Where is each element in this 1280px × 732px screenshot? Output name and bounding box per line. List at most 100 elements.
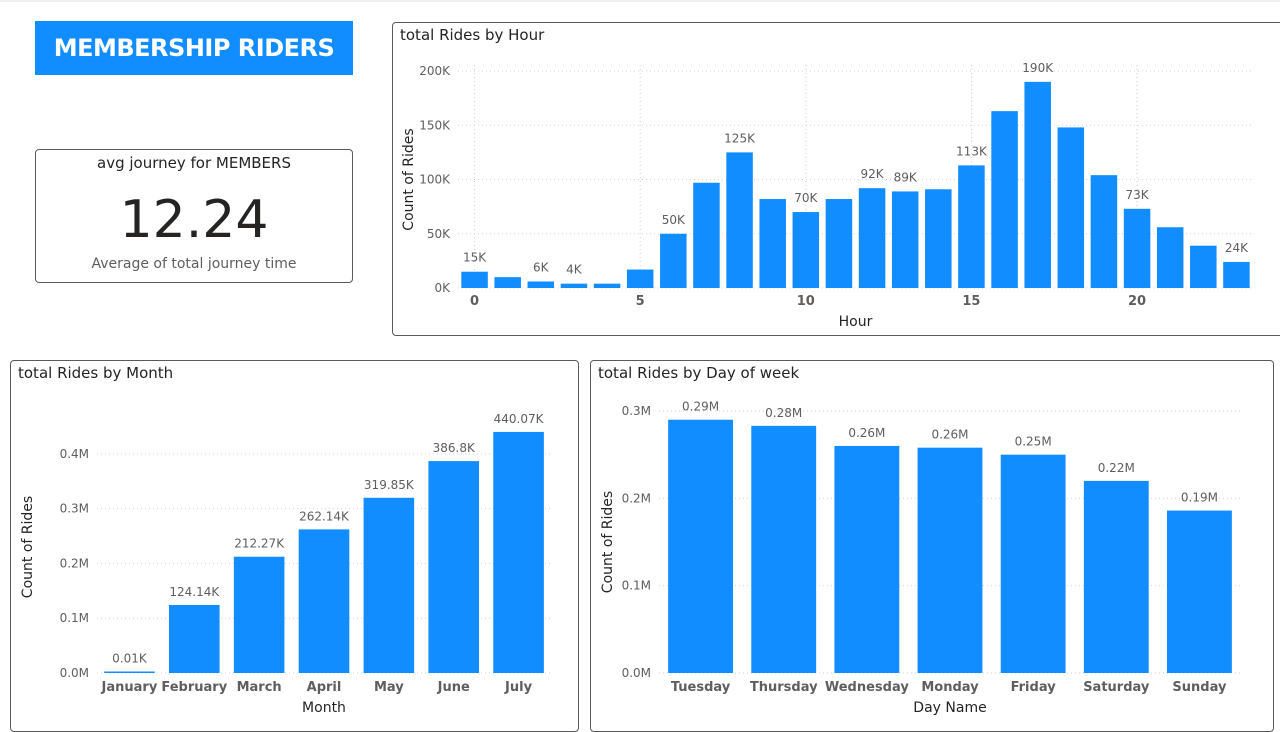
bar [825, 199, 853, 288]
data-label: 190K [1022, 61, 1054, 75]
data-label: 212.27K [234, 537, 285, 551]
y-tick-label: 100K [419, 173, 451, 187]
bar [1190, 245, 1217, 288]
bar [493, 431, 544, 673]
data-label: 24K [1225, 241, 1249, 255]
x-tick-label: Friday [1011, 680, 1057, 695]
bar [1223, 261, 1250, 288]
top-divider [0, 0, 1280, 2]
bar [593, 283, 621, 288]
y-tick-label: 0.3M [60, 502, 89, 516]
kpi-title: avg journey for MEMBERS [97, 154, 291, 172]
x-tick-label: Sunday [1172, 680, 1227, 695]
data-label: 440.07K [494, 412, 545, 426]
data-label: 4K [566, 263, 583, 277]
data-label: 89K [894, 170, 918, 184]
data-label: 0.26M [848, 426, 885, 440]
y-tick-label: 0.1M [60, 611, 89, 625]
data-label: 92K [860, 167, 884, 181]
x-tick-label: 0 [470, 294, 479, 309]
y-tick-label: 50K [427, 227, 451, 241]
x-tick-label: Thursday [750, 680, 818, 695]
rides-by-hour-chart[interactable]: total Rides by Hour 0K 50K 100K 150K 200K 0 5 1… [392, 22, 1280, 336]
y-tick-label: 0.2M [622, 491, 651, 505]
data-label: 386.8K [433, 441, 476, 455]
data-label: 73K [1125, 188, 1149, 202]
bar [1083, 480, 1149, 673]
x-tick-label: March [237, 680, 282, 695]
data-label: 319.85K [364, 478, 415, 492]
rides-by-month-plot: 0.0M 0.1M 0.2M 0.3M 0.4M 0.01K January 124.14K F… [20, 412, 551, 716]
bar [1000, 454, 1066, 673]
data-label: 125K [724, 131, 756, 145]
data-label: 6K [533, 260, 550, 274]
data-label: 0.29M [682, 400, 719, 414]
rides-by-hour-plot: 0K 50K 100K 150K 200K 0 5 10 15 20 15K 6K 4K 50K 125K 7… [401, 61, 1253, 330]
bar [792, 212, 820, 288]
x-tick-label: February [161, 680, 227, 695]
bar [363, 497, 415, 673]
chart-title: total Rides by Hour [400, 26, 545, 44]
bar [917, 447, 983, 673]
x-tick-label: Monday [921, 680, 979, 695]
x-axis-title: Hour [839, 314, 873, 330]
bar [958, 165, 985, 288]
bar [428, 461, 480, 673]
rides-by-month-chart[interactable]: total Rides by Month 0.0M 0.1M 0.2M 0.3M 0.4… [10, 360, 579, 732]
x-tick-label: Tuesday [671, 680, 731, 695]
y-axis-title: Count of Rides [600, 491, 616, 593]
bar [1057, 127, 1085, 288]
bar [891, 191, 919, 288]
bar [858, 188, 886, 288]
x-tick-label: 20 [1128, 294, 1146, 309]
bar [1024, 81, 1051, 288]
kpi-value: 12.24 [119, 190, 269, 250]
bar [1090, 175, 1118, 288]
bar [834, 445, 900, 673]
y-tick-label: 200K [419, 64, 451, 78]
data-label: 0.22M [1098, 461, 1135, 475]
bar [693, 182, 720, 288]
bar [104, 671, 155, 673]
data-label: 0.25M [1015, 435, 1052, 449]
bar [1123, 208, 1151, 288]
chart-title: total Rides by Day of week [598, 364, 800, 382]
data-label: 262.14K [299, 509, 350, 523]
y-tick-label: 0.0M [622, 666, 651, 680]
x-tick-label: April [307, 680, 342, 695]
bar [925, 189, 952, 288]
x-tick-label: June [437, 680, 470, 695]
data-label: 70K [794, 191, 818, 205]
y-tick-label: 0.4M [60, 447, 89, 461]
bar [1167, 510, 1232, 673]
bar [527, 281, 555, 288]
y-tick-label: 0.0M [60, 666, 89, 680]
data-label: 0.28M [765, 406, 802, 420]
y-axis-title: Count of Rides [20, 496, 36, 598]
bar [751, 425, 817, 673]
bar [626, 269, 654, 288]
y-tick-label: 0K [434, 281, 451, 295]
y-tick-label: 0.3M [622, 404, 651, 418]
x-tick-label: 10 [797, 294, 815, 309]
page-title: MEMBERSHIP RIDERS [53, 34, 335, 62]
bar [1156, 227, 1184, 288]
page-title-banner: MEMBERSHIP RIDERS [35, 21, 353, 75]
bar [494, 277, 521, 288]
x-tick-label: July [504, 680, 533, 695]
data-label: 50K [662, 213, 686, 227]
data-label: 113K [956, 144, 988, 158]
rides-by-day-plot: 0.0M 0.1M 0.2M 0.3M 0.29M Tuesday 0.28M Thursda… [600, 400, 1241, 716]
rides-by-day-chart[interactable]: total Rides by Day of week 0.0M 0.1M 0.2M 0… [590, 360, 1274, 732]
x-tick-label: Saturday [1083, 680, 1150, 695]
x-tick-label: 15 [962, 294, 980, 309]
kpi-card[interactable]: avg journey for MEMBERS 12.24 Average of… [35, 149, 353, 283]
y-tick-label: 0.2M [60, 556, 89, 570]
bar [660, 233, 687, 288]
bar [560, 283, 588, 288]
y-tick-label: 0.1M [622, 579, 651, 593]
bar [233, 556, 285, 673]
bar [668, 419, 733, 673]
y-axis-title: Count of Rides [401, 128, 417, 230]
bar [759, 199, 786, 288]
